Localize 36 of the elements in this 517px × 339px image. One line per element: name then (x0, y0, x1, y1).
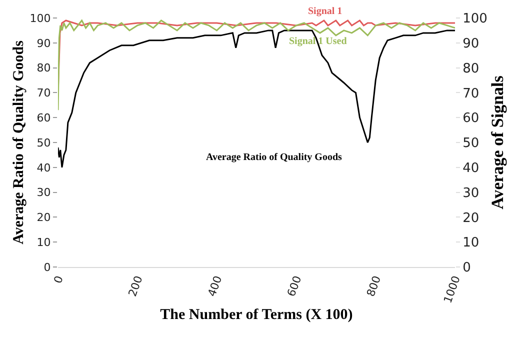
y2-axis-title: Average of Signals (488, 75, 507, 210)
y2-tick-label: 20 (462, 210, 480, 226)
y2-tick-label: 10 (462, 236, 480, 251)
y-tick-label: 0 (44, 260, 51, 274)
series-label: Signal 1 (308, 6, 342, 17)
y2-tick-label: 30 (462, 186, 480, 201)
y-tick-label: 70 (36, 86, 51, 100)
y2-tick-label: 70 (462, 86, 480, 102)
y-tick-label: 40 (36, 161, 51, 174)
y2-tick-label: 60 (462, 111, 480, 126)
y-tick-label: 90 (36, 36, 51, 50)
y-tick-label: 20 (36, 211, 51, 224)
line-series (58, 20, 455, 111)
series-label: Signal 1 Used (289, 36, 348, 47)
y-axis-title: Average Ratio of Quality Goods (11, 40, 28, 244)
x-tick-label: 0 (51, 274, 66, 286)
y2-tick-label: 80 (462, 61, 480, 76)
y-tick-label: 100 (30, 12, 51, 25)
y2-tick-label: 0 (462, 260, 471, 276)
x-axis-title: The Number of Terms (X 100) (160, 306, 353, 323)
x-tick-label: 200 (126, 274, 146, 298)
y-tick-label: 50 (36, 136, 51, 150)
y2-tick-label: 90 (462, 36, 480, 52)
y-tick-label: 60 (36, 111, 51, 124)
y2-tick-label: 40 (462, 160, 480, 176)
line-series (58, 30, 455, 168)
y-tick-label: 10 (36, 236, 51, 249)
x-tick-label: 1000 (441, 274, 463, 305)
y-tick-label: 30 (36, 186, 51, 200)
x-tick-label: 800 (364, 274, 384, 298)
text: Average Ratio of Quality Goods (206, 152, 342, 163)
x-tick-label: 600 (284, 274, 304, 298)
y2-tick-label: 50 (462, 136, 480, 152)
x-tick-label: 400 (205, 274, 225, 298)
y2-tick-label: 100 (462, 12, 488, 27)
y-tick-label: 80 (36, 62, 51, 75)
